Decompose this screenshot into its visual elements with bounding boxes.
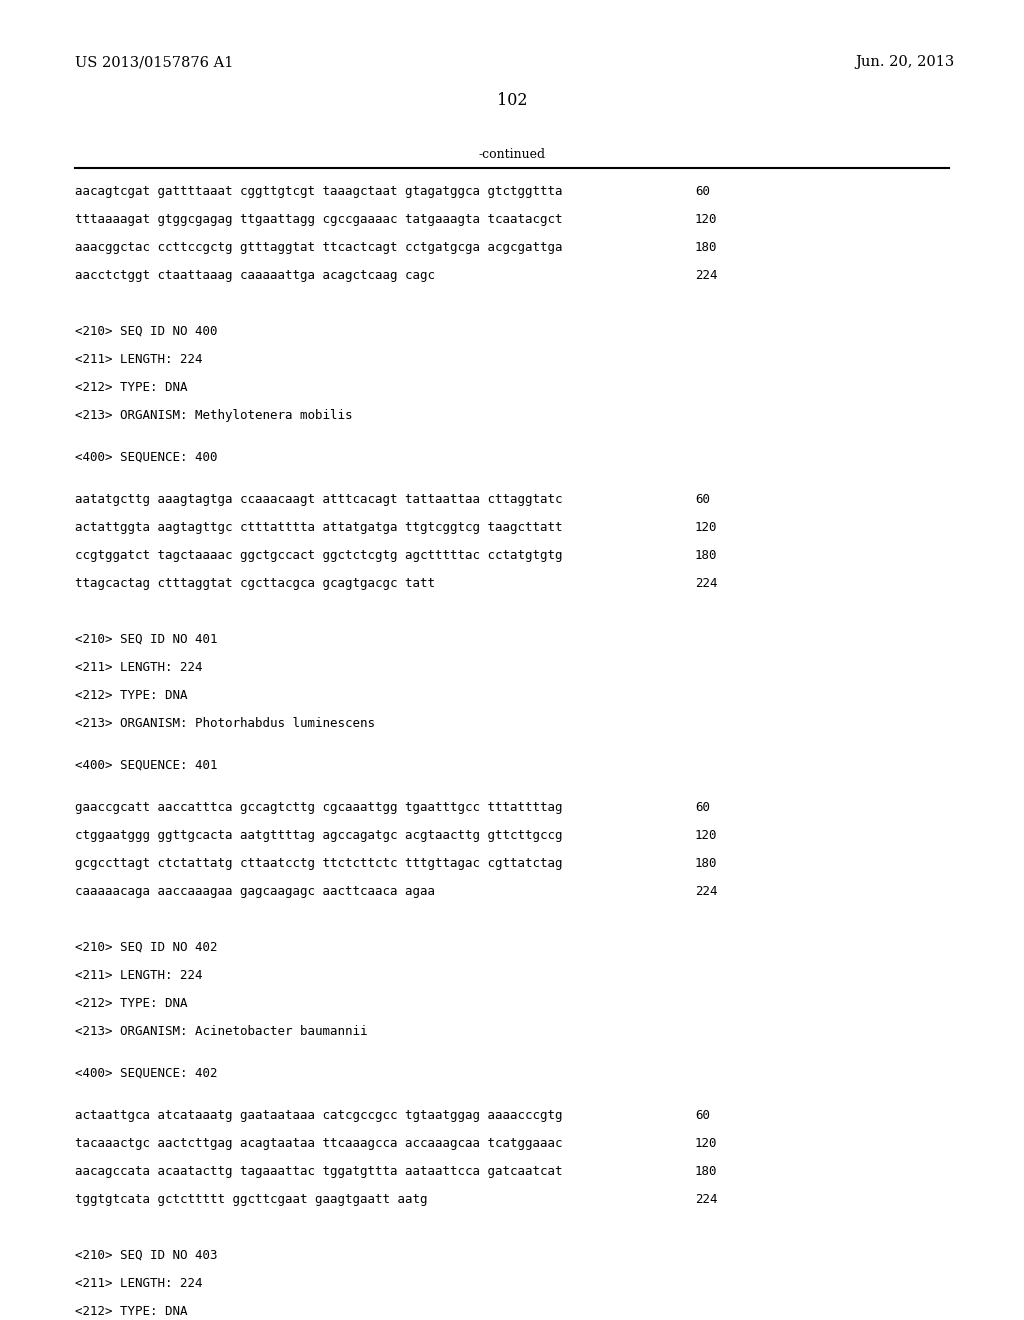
Text: tacaaactgc aactcttgag acagtaataa ttcaaagcca accaaagcaa tcatggaaac: tacaaactgc aactcttgag acagtaataa ttcaaag…: [75, 1137, 562, 1150]
Text: <212> TYPE: DNA: <212> TYPE: DNA: [75, 381, 187, 393]
Text: ttagcactag ctttaggtat cgcttacgca gcagtgacgc tatt: ttagcactag ctttaggtat cgcttacgca gcagtga…: [75, 577, 435, 590]
Text: US 2013/0157876 A1: US 2013/0157876 A1: [75, 55, 233, 69]
Text: <211> LENGTH: 224: <211> LENGTH: 224: [75, 661, 203, 675]
Text: 180: 180: [695, 242, 718, 253]
Text: 60: 60: [695, 492, 710, 506]
Text: gcgccttagt ctctattatg cttaatcctg ttctcttctc tttgttagac cgttatctag: gcgccttagt ctctattatg cttaatcctg ttctctt…: [75, 857, 562, 870]
Text: <212> TYPE: DNA: <212> TYPE: DNA: [75, 689, 187, 702]
Text: <400> SEQUENCE: 400: <400> SEQUENCE: 400: [75, 451, 217, 465]
Text: <211> LENGTH: 224: <211> LENGTH: 224: [75, 352, 203, 366]
Text: gaaccgcatt aaccatttca gccagtcttg cgcaaattgg tgaatttgcc tttattttag: gaaccgcatt aaccatttca gccagtcttg cgcaaat…: [75, 801, 562, 814]
Text: <213> ORGANISM: Photorhabdus luminescens: <213> ORGANISM: Photorhabdus luminescens: [75, 717, 375, 730]
Text: ctggaatggg ggttgcacta aatgttttag agccagatgc acgtaacttg gttcttgccg: ctggaatggg ggttgcacta aatgttttag agccaga…: [75, 829, 562, 842]
Text: caaaaacaga aaccaaagaa gagcaagagc aacttcaaca agaa: caaaaacaga aaccaaagaa gagcaagagc aacttca…: [75, 884, 435, 898]
Text: <212> TYPE: DNA: <212> TYPE: DNA: [75, 1305, 187, 1317]
Text: 120: 120: [695, 829, 718, 842]
Text: -continued: -continued: [478, 148, 546, 161]
Text: Jun. 20, 2013: Jun. 20, 2013: [855, 55, 954, 69]
Text: 224: 224: [695, 269, 718, 282]
Text: tggtgtcata gctcttttt ggcttcgaat gaagtgaatt aatg: tggtgtcata gctcttttt ggcttcgaat gaagtgaa…: [75, 1193, 427, 1206]
Text: <210> SEQ ID NO 403: <210> SEQ ID NO 403: [75, 1249, 217, 1262]
Text: <210> SEQ ID NO 402: <210> SEQ ID NO 402: [75, 941, 217, 954]
Text: <211> LENGTH: 224: <211> LENGTH: 224: [75, 969, 203, 982]
Text: 102: 102: [497, 92, 527, 110]
Text: 60: 60: [695, 801, 710, 814]
Text: aacagtcgat gattttaaat cggttgtcgt taaagctaat gtagatggca gtctggttta: aacagtcgat gattttaaat cggttgtcgt taaagct…: [75, 185, 562, 198]
Text: <210> SEQ ID NO 401: <210> SEQ ID NO 401: [75, 634, 217, 645]
Text: aacagccata acaatacttg tagaaattac tggatgttta aataattcca gatcaatcat: aacagccata acaatacttg tagaaattac tggatgt…: [75, 1166, 562, 1177]
Text: 224: 224: [695, 1193, 718, 1206]
Text: <213> ORGANISM: Acinetobacter baumannii: <213> ORGANISM: Acinetobacter baumannii: [75, 1026, 368, 1038]
Text: actattggta aagtagttgc ctttatttta attatgatga ttgtcggtcg taagcttatt: actattggta aagtagttgc ctttatttta attatga…: [75, 521, 562, 535]
Text: actaattgca atcataaatg gaataataaa catcgccgcc tgtaatggag aaaacccgtg: actaattgca atcataaatg gaataataaa catcgcc…: [75, 1109, 562, 1122]
Text: <210> SEQ ID NO 400: <210> SEQ ID NO 400: [75, 325, 217, 338]
Text: 60: 60: [695, 1109, 710, 1122]
Text: aacctctggt ctaattaaag caaaaattga acagctcaag cagc: aacctctggt ctaattaaag caaaaattga acagctc…: [75, 269, 435, 282]
Text: 180: 180: [695, 1166, 718, 1177]
Text: 120: 120: [695, 1137, 718, 1150]
Text: 120: 120: [695, 213, 718, 226]
Text: ccgtggatct tagctaaaac ggctgccact ggctctcgtg agctttttac cctatgtgtg: ccgtggatct tagctaaaac ggctgccact ggctctc…: [75, 549, 562, 562]
Text: 180: 180: [695, 549, 718, 562]
Text: 120: 120: [695, 521, 718, 535]
Text: <400> SEQUENCE: 401: <400> SEQUENCE: 401: [75, 759, 217, 772]
Text: aatatgcttg aaagtagtga ccaaacaagt atttcacagt tattaattaa cttaggtatc: aatatgcttg aaagtagtga ccaaacaagt atttcac…: [75, 492, 562, 506]
Text: <400> SEQUENCE: 402: <400> SEQUENCE: 402: [75, 1067, 217, 1080]
Text: aaacggctac ccttccgctg gtttaggtat ttcactcagt cctgatgcga acgcgattga: aaacggctac ccttccgctg gtttaggtat ttcactc…: [75, 242, 562, 253]
Text: 224: 224: [695, 884, 718, 898]
Text: <211> LENGTH: 224: <211> LENGTH: 224: [75, 1276, 203, 1290]
Text: tttaaaagat gtggcgagag ttgaattagg cgccgaaaac tatgaaagta tcaatacgct: tttaaaagat gtggcgagag ttgaattagg cgccgaa…: [75, 213, 562, 226]
Text: 180: 180: [695, 857, 718, 870]
Text: 224: 224: [695, 577, 718, 590]
Text: <212> TYPE: DNA: <212> TYPE: DNA: [75, 997, 187, 1010]
Text: <213> ORGANISM: Methylotenera mobilis: <213> ORGANISM: Methylotenera mobilis: [75, 409, 352, 422]
Text: 60: 60: [695, 185, 710, 198]
